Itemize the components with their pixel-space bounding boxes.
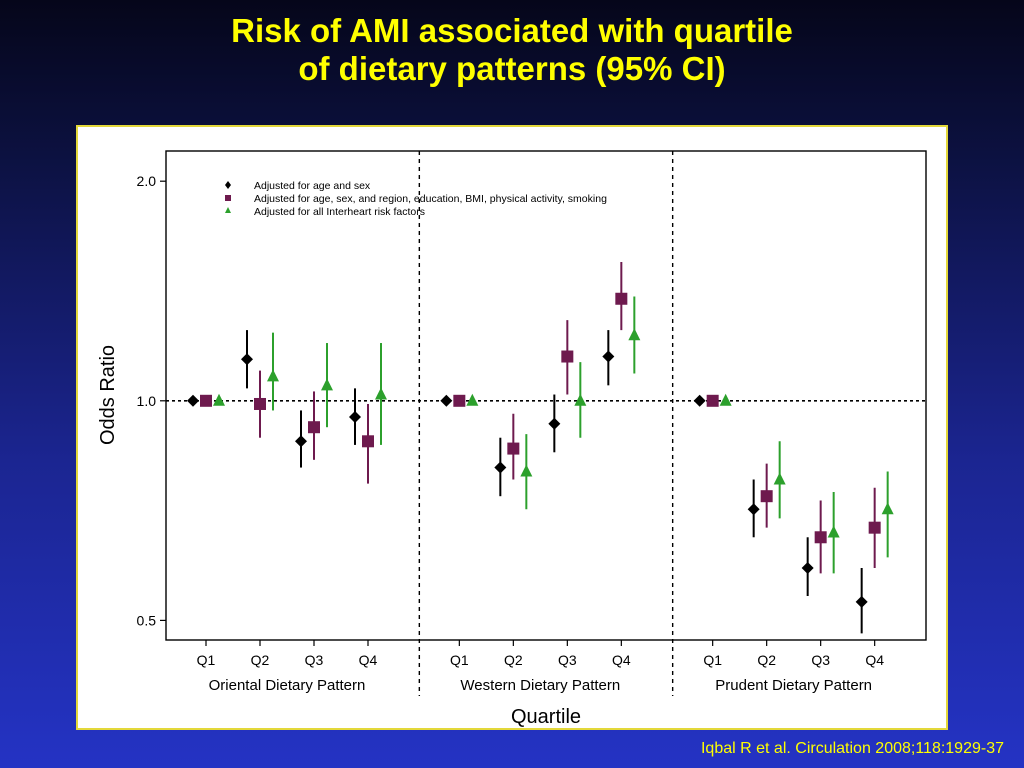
data-point-diamond xyxy=(693,394,706,407)
y-tick-label: 0.5 xyxy=(137,612,157,628)
data-point-square xyxy=(362,435,374,448)
x-tick-label: Q2 xyxy=(251,652,270,668)
x-tick-label: Q1 xyxy=(450,652,469,668)
slide-title-line-2: of dietary patterns (95% CI) xyxy=(298,50,726,87)
data-point-triangle xyxy=(375,387,387,400)
y-axis-label: Odds Ratio xyxy=(97,345,119,445)
legend-marker-diamond xyxy=(225,181,231,189)
data-point-triangle xyxy=(520,464,533,477)
citation: Iqbal R et al. Circulation 2008;118:1929… xyxy=(700,740,1004,757)
data-point-triangle xyxy=(719,393,732,406)
data-point-diamond xyxy=(548,417,561,430)
data-point-triangle xyxy=(628,328,641,341)
data-point-diamond xyxy=(855,595,868,608)
data-point-diamond xyxy=(187,394,199,407)
data-point-diamond xyxy=(440,394,453,407)
data-point-diamond xyxy=(295,435,307,448)
legend-label: Adjusted for age and sex xyxy=(254,180,371,192)
data-point-diamond xyxy=(602,350,615,363)
x-tick-label: Q1 xyxy=(197,652,216,668)
chart-panel: Odds Ratio Quartile 2.0 1.0 0.5 Q1 Q2 Q3 Q4 Ori… xyxy=(76,125,948,730)
data-point-diamond xyxy=(494,461,507,474)
legend-marker-square xyxy=(225,195,231,201)
x-tick-label: Q4 xyxy=(359,652,378,668)
data-point-diamond xyxy=(747,503,760,516)
x-tick-label: Q4 xyxy=(865,652,884,668)
data-point-square xyxy=(200,394,212,407)
x-tick-label: Q1 xyxy=(703,652,722,668)
x-axis-label: Quartile xyxy=(511,706,581,728)
x-tick-label: Q2 xyxy=(504,652,523,668)
panel-label: Oriental Dietary Pattern xyxy=(209,677,366,694)
data-point-diamond xyxy=(349,411,361,424)
data-point-square xyxy=(254,397,266,410)
data-point-triangle xyxy=(773,472,786,485)
data-point-square xyxy=(615,292,628,305)
data-point-triangle xyxy=(213,393,225,406)
odds-ratio-chart: Odds Ratio Quartile 2.0 1.0 0.5 Q1 Q2 Q3 Q4 Ori… xyxy=(97,150,927,728)
x-tick-label: Q3 xyxy=(305,652,324,668)
data-point-square xyxy=(561,350,574,363)
x-tick-label: Q3 xyxy=(558,652,577,668)
y-tick-label: 1.0 xyxy=(137,393,157,409)
x-tick-label: Q3 xyxy=(811,652,830,668)
data-point-diamond xyxy=(241,353,253,366)
legend-label: Adjusted for all Interheart risk factors xyxy=(254,206,425,218)
data-point-square xyxy=(308,421,320,434)
data-point-triangle xyxy=(827,525,840,538)
x-tick-label: Q2 xyxy=(757,652,776,668)
data-point-square xyxy=(453,394,466,407)
data-point-triangle xyxy=(466,393,479,406)
data-point-square xyxy=(760,490,773,503)
panel-label: Western Dietary Pattern xyxy=(460,677,620,694)
data-point-triangle xyxy=(881,502,894,515)
data-point-triangle xyxy=(267,369,279,382)
plot-area-frame xyxy=(165,150,927,641)
legend-marker-triangle xyxy=(225,207,231,213)
x-tick-label: Q4 xyxy=(612,652,631,668)
panel-label: Prudent Dietary Pattern xyxy=(715,677,872,694)
data-point-square xyxy=(868,521,881,534)
y-tick-label: 2.0 xyxy=(137,173,157,189)
slide-title: Risk of AMI associated with quartile of … xyxy=(0,12,1024,88)
data-point-square xyxy=(706,394,719,407)
data-point-triangle xyxy=(321,378,333,391)
data-point-square xyxy=(507,442,520,455)
slide-title-line-1: Risk of AMI associated with quartile xyxy=(231,12,793,49)
legend-label: Adjusted for age, sex, and region, educa… xyxy=(254,193,607,205)
data-point-diamond xyxy=(801,561,814,574)
data-point-square xyxy=(814,531,827,544)
data-point-triangle xyxy=(574,393,587,406)
